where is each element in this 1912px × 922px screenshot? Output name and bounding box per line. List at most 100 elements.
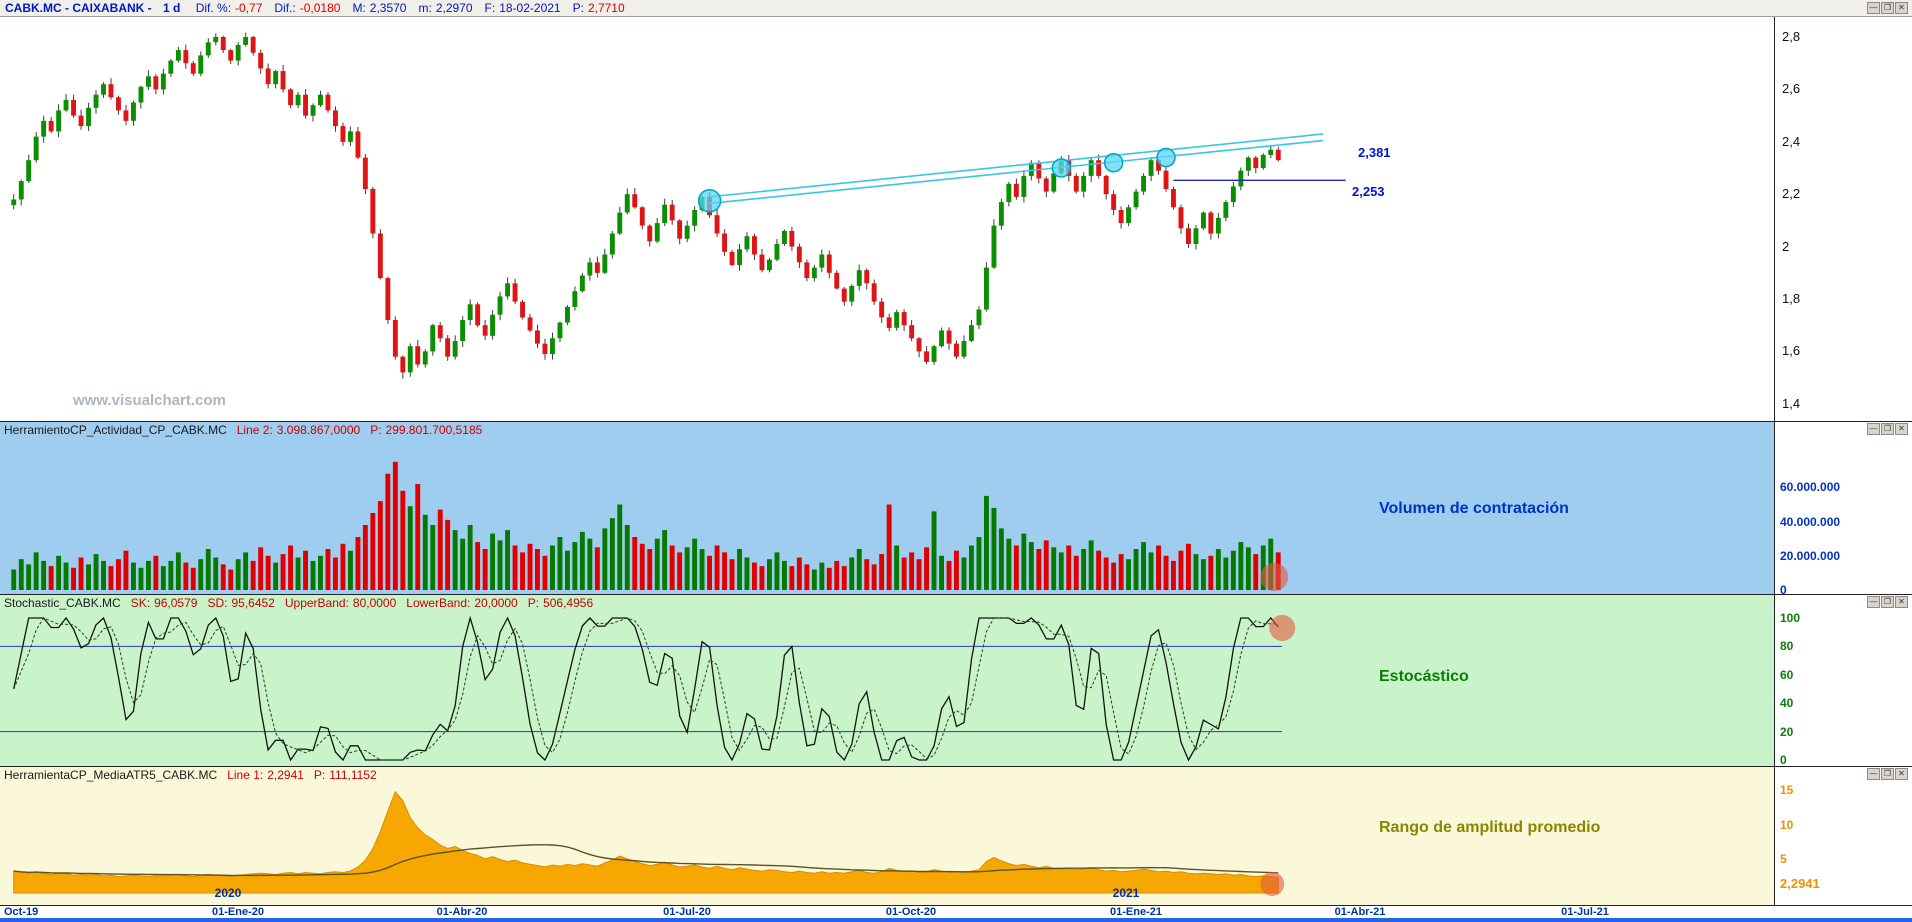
indicator-field-value: 95,6452 — [231, 596, 275, 610]
indicator-field-label: Line 1: — [227, 768, 264, 782]
titlebar-field-label: P: — [572, 1, 584, 15]
titlebar-field-label: Dif.: — [274, 1, 296, 15]
price-axis-tick: 2,8 — [1782, 29, 1801, 45]
volume-indicator-header: HerramientoCP_Actividad_CP_CABK.MC Line 2… — [4, 423, 482, 437]
titlebar-field-label: Dif. %: — [195, 1, 232, 15]
titlebar-field-value: 2,3570 — [369, 1, 407, 15]
atr-indicator-header: HerramientaCP_MediaATR5_CABK.MC Line 1: 2,… — [4, 768, 377, 782]
stochastic-axis-tick: 20 — [1780, 724, 1794, 739]
titlebar-field-label: F: — [484, 1, 496, 15]
touch-marker-circle[interactable] — [1156, 147, 1176, 168]
volume-axis — [1774, 422, 1912, 594]
volume-axis-tick: 20.000.000 — [1780, 548, 1841, 563]
trendline[interactable] — [709, 133, 1324, 198]
indicator-field-label: UpperBand: — [284, 596, 349, 610]
titlebar-field-label: m: — [418, 1, 432, 15]
indicator-field-label: LowerBand: — [406, 596, 471, 610]
volume-chart-canvas[interactable] — [0, 421, 1774, 594]
date-label: 01-Oct-20 — [885, 906, 937, 918]
date-label: 01-Jul-20 — [663, 906, 711, 918]
titlebar-field-value: 2,7710 — [587, 1, 625, 15]
date-label: 01-Abr-20 — [436, 906, 488, 918]
price-chart-canvas[interactable] — [0, 17, 1774, 421]
touch-marker-circle[interactable] — [1051, 158, 1072, 178]
close-button[interactable]: ✕ — [1895, 596, 1908, 608]
titlebar-field-label: M: — [352, 1, 366, 15]
indicator-field-value: 2,2941 — [267, 768, 304, 782]
indicator-field-label: P: — [313, 768, 326, 782]
window-controls: — ❐ ✕ — [1867, 2, 1908, 14]
maximize-button[interactable]: ❐ — [1881, 596, 1894, 608]
stochastic-axis-tick: 0 — [1780, 753, 1787, 767]
window-controls: — ❐ ✕ — [1867, 596, 1908, 608]
price-axis — [1774, 17, 1912, 421]
atr-axis-tick: 10 — [1780, 817, 1794, 832]
indicator-field-value: 299.801.700,5185 — [385, 423, 483, 437]
price-axis-tick: 2,2 — [1782, 186, 1801, 202]
atr-current-value: 2,2941 — [1780, 876, 1820, 891]
price-axis-tick: 2 — [1782, 238, 1790, 254]
stochastic-highlight-circle — [1269, 614, 1296, 641]
indicator-field-value: 111,1152 — [329, 768, 377, 782]
minimize-button[interactable]: — — [1867, 2, 1880, 14]
atr-area — [13, 790, 1279, 894]
indicator-field-label: SD: — [207, 596, 228, 610]
price-axis-tick: 1,6 — [1782, 343, 1801, 359]
indicator-field-label: P: — [527, 596, 540, 610]
indicator-field-value: 20,0000 — [474, 596, 518, 610]
maximize-button[interactable]: ❐ — [1881, 423, 1894, 435]
stochastic-chart-canvas[interactable] — [0, 594, 1774, 766]
atr-media-line — [13, 844, 1279, 877]
year-label: 2021 — [1112, 886, 1140, 900]
indicator-field-value: 3.098.867,0000 — [276, 423, 361, 437]
minimize-button[interactable]: — — [1867, 768, 1880, 780]
symbol-title: CABK.MC - CAIXABANK - — [5, 1, 152, 15]
titlebar-field-value: 18-02-2021 — [499, 1, 561, 15]
touch-marker-circle[interactable] — [1103, 153, 1124, 173]
maximize-button[interactable]: ❐ — [1881, 2, 1894, 14]
time-axis: Oct-19 01-Ene-20 01-Abr-20 01-Jul-20 01-Oct-… — [0, 905, 1912, 918]
volume-highlight-circle — [1260, 563, 1289, 591]
titlebar-quote-fields: Dif. %: -0,77 Dif.: -0,0180 M: 2,3570 m: 2,2970… — [184, 1, 625, 15]
maximize-button[interactable]: ❐ — [1881, 768, 1894, 780]
bottom-taskbar — [0, 918, 1912, 922]
stochastic-axis-tick: 40 — [1780, 696, 1794, 711]
volume-axis-tick: 0 — [1780, 583, 1787, 597]
watermark: www.visualchart.com — [73, 392, 226, 409]
window-controls: — ❐ ✕ — [1867, 423, 1908, 435]
candle-series — [11, 32, 1281, 379]
stochastic-axis-tick: 80 — [1780, 639, 1794, 654]
titlebar-field-value: -0,77 — [235, 1, 263, 15]
close-button[interactable]: ✕ — [1895, 423, 1908, 435]
close-button[interactable]: ✕ — [1895, 768, 1908, 780]
stochastic-axis-tick: 100 — [1780, 611, 1801, 625]
stochastic-sd-line — [13, 617, 1279, 761]
price-axis-tick: 2,4 — [1782, 133, 1801, 149]
close-button[interactable]: ✕ — [1895, 2, 1908, 14]
titlebar-field-value: 2,2970 — [435, 1, 473, 15]
atr-chart-canvas[interactable] — [0, 766, 1774, 905]
touch-marker-circle[interactable] — [697, 189, 722, 213]
minimize-button[interactable]: — — [1867, 423, 1880, 435]
volume-indicator-name: HerramientoCP_Actividad_CP_CABK.MC — [4, 423, 227, 437]
volume-axis-tick: 60.000.000 — [1780, 480, 1841, 495]
price-axis-tick: 1,4 — [1782, 395, 1801, 411]
minimize-button[interactable]: — — [1867, 596, 1880, 608]
indicator-field-label: Line 2: — [236, 423, 273, 437]
stochastic-panel[interactable]: Stochastic_CABK.MC SK: 96,0579 SD: 95,6452 Up… — [0, 594, 1912, 766]
stochastic-indicator-header: Stochastic_CABK.MC SK: 96,0579 SD: 95,6452 Up… — [4, 596, 593, 610]
date-label: 01-Ene-20 — [212, 906, 264, 918]
indicator-field-value: 80,0000 — [352, 596, 397, 610]
volume-axis-tick: 40.000.000 — [1780, 514, 1841, 529]
year-label: 2020 — [214, 886, 242, 900]
indicator-field-value: 96,0579 — [154, 596, 198, 610]
volume-panel-title: Volumen de contratación — [1379, 500, 1569, 517]
atr-axis — [1774, 767, 1912, 905]
window-controls: — ❐ ✕ — [1867, 768, 1908, 780]
price-axis-tick: 2,6 — [1782, 81, 1801, 97]
atr-indicator-name: HerramientaCP_MediaATR5_CABK.MC — [4, 768, 218, 782]
trendline[interactable] — [709, 139, 1324, 205]
atr-axis-tick: 15 — [1780, 783, 1794, 798]
stochastic-panel-title: Estocástico — [1379, 668, 1469, 685]
